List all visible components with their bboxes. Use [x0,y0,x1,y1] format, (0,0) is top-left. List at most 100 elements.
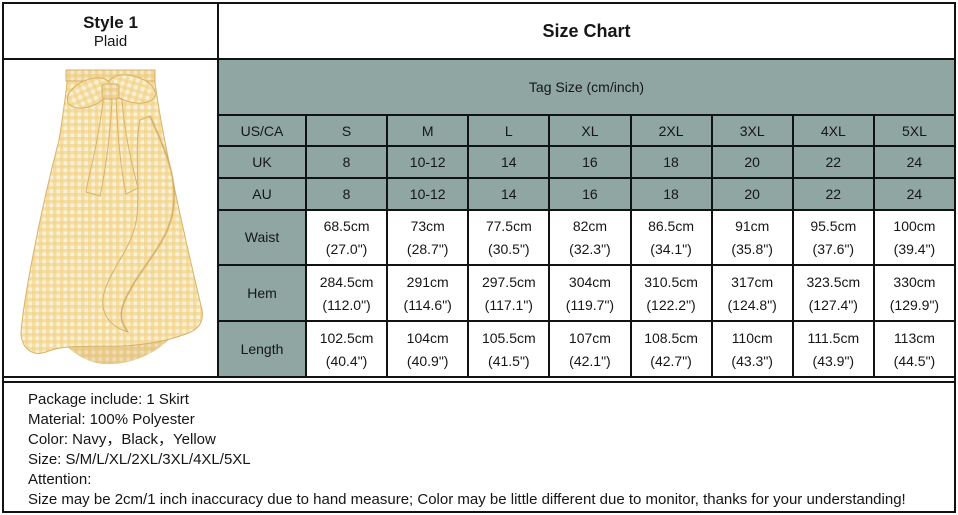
content-row: Tag Size (cm/inch) US/CA S M L XL 2XL 3X… [4,60,954,378]
measure-cm: 86.5cm [648,217,695,234]
note-material: Material: 100% Polyester [28,411,195,428]
product-image-cell [4,60,219,376]
row-label-hem: Hem [219,264,307,323]
measure-cm: 104cm [406,329,449,346]
tag-size-header: Tag Size (cm/inch) [219,60,954,116]
measure-cell: 330cm (129.9") [872,264,954,323]
note-package: Package include: 1 Skirt [28,391,189,408]
measure-cm: 110cm [731,329,773,346]
skirt-bow [66,74,156,197]
measure-cm: 73cm [410,217,445,234]
row-label-waist: Waist [219,208,307,267]
measure-cm: 330cm [893,273,936,290]
measure-cell: 91cm (35.8") [710,208,794,267]
measure-cm: 105.5cm [481,329,536,346]
size-cell: M [386,113,470,148]
measure-cell: 284.5cm (112.0") [304,264,389,323]
measure-cm: 297.5cm [481,273,536,290]
measure-cm: 108.5cm [644,329,698,346]
size-cell: 14 [467,176,551,211]
measure-inch: (35.8") [731,240,773,257]
measure-cell: 86.5cm (34.1") [629,208,713,267]
measure-inch: (44.5") [893,352,936,369]
size-cell: 22 [791,145,875,179]
measure-inch: (27.0") [325,240,368,257]
skirt-ruffle [102,115,176,333]
measure-cm: 323.5cm [806,273,861,290]
measure-cell: 73cm (28.7") [386,208,470,267]
measure-inch: (43.9") [812,352,855,369]
row-label-uk: UK [219,145,307,179]
measure-cell: 113cm (44.5") [872,320,954,376]
measure-cm: 291cm [406,273,449,290]
skirt-image [20,69,203,365]
measure-cell: 100cm (39.4") [872,208,954,267]
measure-cm: 100cm [893,217,936,234]
measure-cell: 108.5cm (42.7") [629,320,713,376]
measure-cell: 297.5cm (117.1") [467,264,551,323]
note-attention: Attention: [28,471,92,488]
size-cell: XL [548,113,632,148]
measure-inch: (114.6") [403,296,452,313]
measure-cm: 107cm [568,329,611,346]
measure-inch: (112.0") [322,296,371,313]
measure-cell: 110cm (43.3") [710,320,794,376]
measure-cell: 317cm (124.8") [710,264,794,323]
table-row-tag-size: Tag Size (cm/inch) [219,60,954,116]
size-cell: 3XL [710,113,794,148]
table-row-hem: Hem 284.5cm (112.0") 291cm (114.6") 297.5c… [219,264,954,323]
size-cell: L [467,113,551,148]
style-header-cell: Style 1 Plaid [4,4,219,58]
size-cell: 20 [710,176,794,211]
note-disclaimer: Size may be 2cm/1 inch inaccuracy due to… [28,491,906,508]
measure-inch: (40.4") [325,352,368,369]
measure-cell: 291cm (114.6") [386,264,470,323]
measure-inch: (39.4") [893,240,936,257]
size-cell: 18 [629,176,713,211]
measure-inch: (127.4") [808,296,858,313]
measure-cell: 68.5cm (27.0") [304,208,389,267]
measure-inch: (28.7") [406,240,449,257]
table-row-length: Length 102.5cm (40.4") 104cm (40.9") 105.5… [219,320,954,376]
style-title: Style 1 [83,13,138,32]
measure-cm: 102.5cm [319,329,374,346]
measure-inch: (37.6") [812,240,855,257]
size-cell: 16 [548,176,632,211]
measure-inch: (122.2") [646,296,696,313]
size-cell: 10-12 [386,176,470,211]
table-row-uk: UK 8 10-12 14 16 18 20 22 24 [219,145,954,179]
measure-cm: 77.5cm [485,217,532,234]
measure-inch: (117.1") [484,296,533,313]
measure-cell: 82cm (32.3") [548,208,632,267]
measure-cm: 82cm [572,217,608,234]
size-cell: S [304,113,389,148]
measure-inch: (124.8") [727,296,777,313]
size-cell: 22 [791,176,875,211]
row-label-length: Length [219,320,307,376]
package-notes-box: Package include: 1 Skirt Material: 100% … [4,381,954,511]
note-size: Size: S/M/L/XL/2XL/3XL/4XL/5XL [28,451,251,468]
style-subtitle: Plaid [93,33,128,51]
measure-cell: 323.5cm (127.4") [791,264,875,323]
size-chart-title: Size Chart [542,20,631,41]
size-cell: 20 [710,145,794,179]
measure-inch: (41.5") [488,352,530,369]
size-cell: 18 [629,145,713,179]
measure-cm: 91cm [735,217,770,234]
measure-inch: (34.1") [650,240,692,257]
size-cell: 8 [304,176,389,211]
measure-cell: 102.5cm (40.4") [304,320,389,376]
measure-cell: 77.5cm (30.5") [467,208,551,267]
measure-cm: 68.5cm [323,217,370,234]
measure-inch: (32.3") [569,240,611,257]
measure-cell: 105.5cm (41.5") [467,320,551,376]
measure-cm: 111.5cm [807,329,860,346]
row-label-usca: US/CA [219,113,307,148]
size-cell: 10-12 [386,145,470,179]
size-cell: 4XL [791,113,875,148]
measure-inch: (42.1") [569,352,611,369]
measure-cell: 104cm (40.9") [386,320,470,376]
size-cell: 2XL [629,113,713,148]
measure-inch: (42.7") [650,352,692,369]
